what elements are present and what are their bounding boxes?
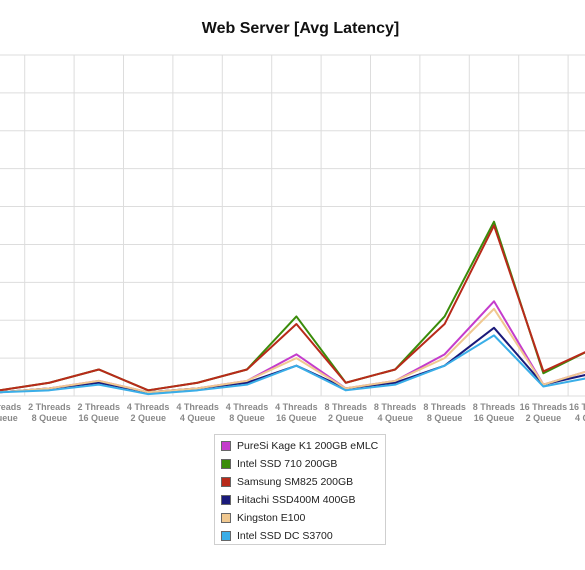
legend-item: Kingston E100 [221,511,305,525]
legend-label: Kingston E100 [237,512,306,524]
legend-swatch [221,495,231,505]
legend-item: PureSi Kage K1 200GB eMLC [221,439,378,453]
legend-item: Intel SSD DC S3700 [221,529,333,543]
legend-swatch [221,531,231,541]
x-tick-label: 4 Threads 2 Queue [127,402,170,423]
series-line-5 [0,334,585,396]
series-line-2 [0,224,585,392]
legend-label: Samsung SM825 200GB [237,476,354,488]
legend-label: PureSi Kage K1 200GB eMLC [237,440,379,452]
grid [0,54,585,397]
legend-label: Intel SSD DC S3700 [237,530,333,542]
x-tick-label: 4 Threads 4 Queue [176,402,219,423]
legend: PureSi Kage K1 200GB eMLC Intel SSD 710 2… [214,434,386,545]
x-tick-label: 8 Threads 2 Queue [325,402,368,423]
legend-swatch [221,441,231,451]
x-tick-label: 2 Threads 16 Queue [78,402,121,423]
legend-swatch [221,477,231,487]
x-tick-label: 8 Threads 8 Queue [423,402,466,423]
legend-item: Samsung SM825 200GB [221,475,353,489]
legend-label: Intel SSD 710 200GB [237,458,338,470]
x-tick-label: 4 Threads 8 Queue [226,402,269,423]
x-tick-label: 8 Threads 16 Queue [473,402,516,423]
legend-label: Hitachi SSD400M 400GB [237,494,356,506]
x-tick-label: 4 Threads 16 Queue [275,402,318,423]
series-line-4 [0,307,585,394]
legend-item: Intel SSD 710 200GB [221,457,337,471]
chart-title: Web Server [Avg Latency] [201,20,400,37]
x-tick-label: 8 Threads 4 Queue [374,402,417,423]
x-tick-label: 16 Threads 2 Queue [520,402,568,423]
x-tick-label: 2 Threads 8 Queue [28,402,71,423]
legend-swatch [221,459,231,469]
series-lines [0,220,585,396]
legend-item: Hitachi SSD400M 400GB [221,493,355,507]
legend-swatch [221,513,231,523]
